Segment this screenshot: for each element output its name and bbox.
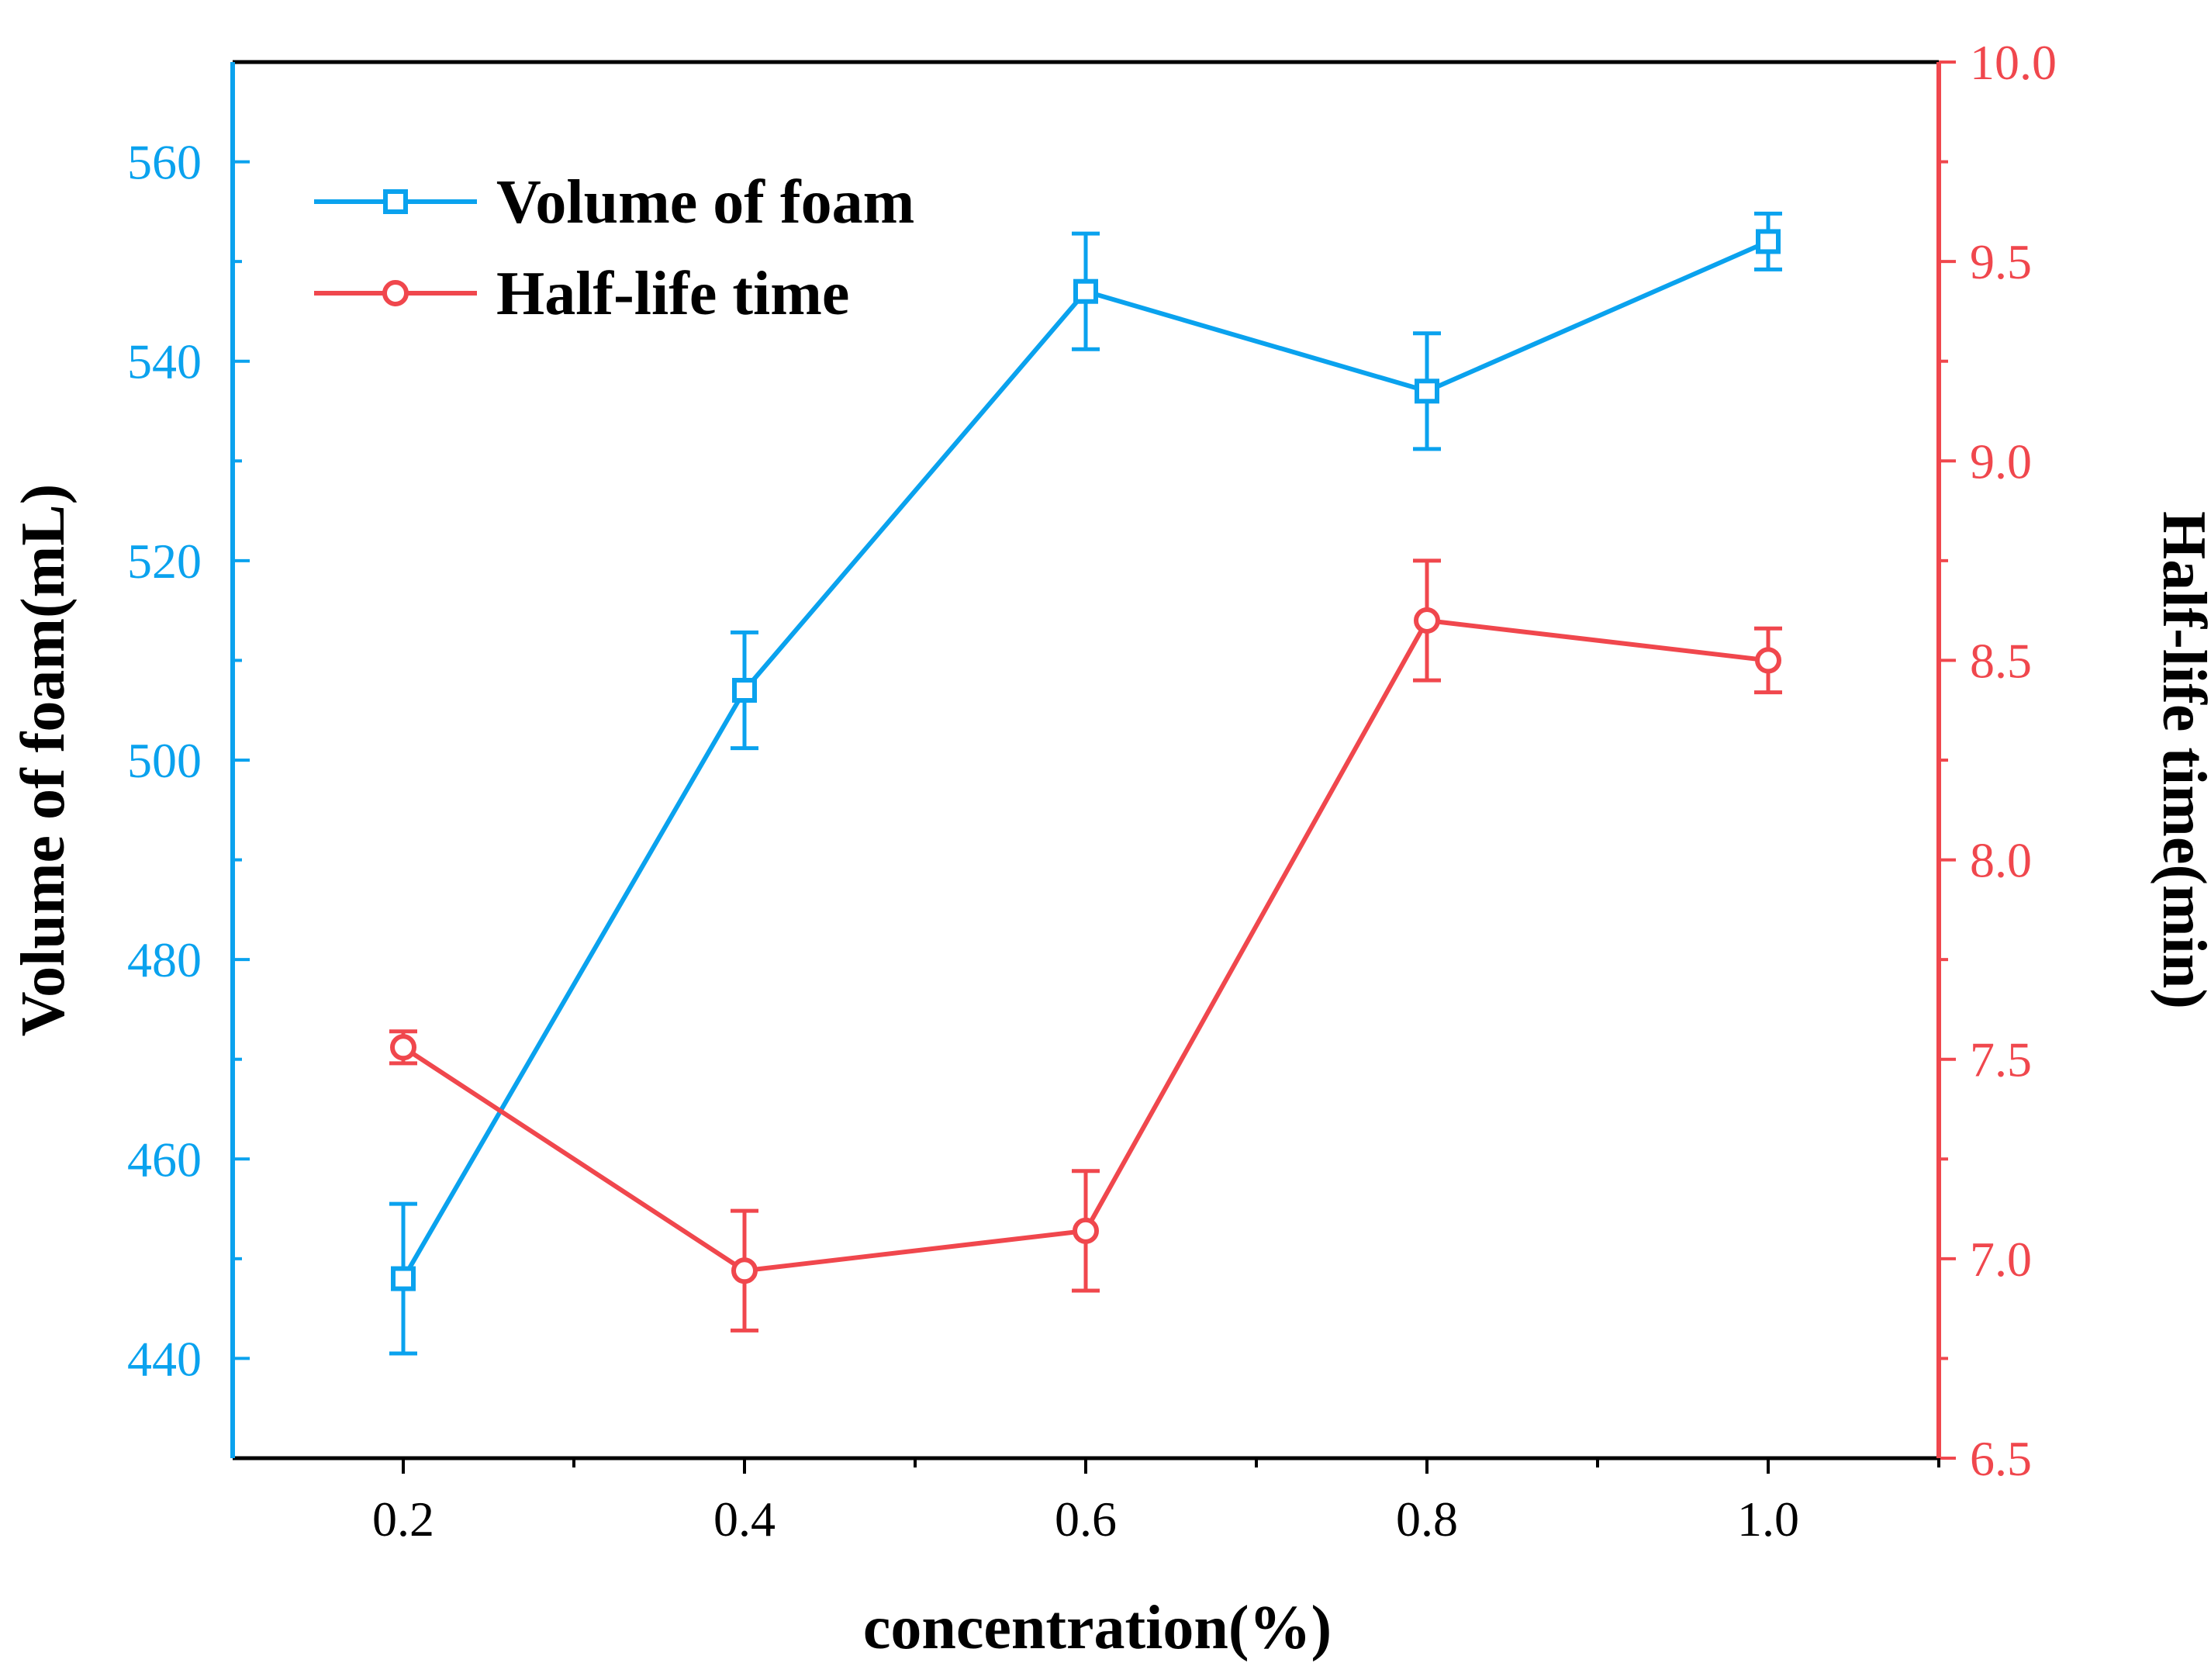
right-tick-label: 10.0 [1970,35,2057,90]
data-point-circle [390,1034,416,1061]
bottom-axis-ticks: 0.2 0.4 0.6 0.8 1.0 [372,1458,1940,1547]
series-volume-of-foam [389,211,1782,1356]
legend-marker-circle [382,280,409,306]
data-point-square [732,678,757,703]
data-point-circle [1073,1217,1099,1244]
left-tick-label: 440 [127,1331,202,1386]
bottom-tick-label: 0.2 [372,1492,434,1547]
series-half-life-time [389,558,1782,1333]
legend-label-half-life: Half-life time [496,260,849,328]
left-tick-label: 500 [127,733,202,788]
right-tick-label: 6.5 [1970,1431,2032,1486]
bottom-tick-label: 0.4 [713,1492,776,1547]
right-tick-label: 8.0 [1970,833,2032,888]
left-y-axis-title: Volume of foam(mL) [9,484,78,1037]
left-tick-label: 560 [127,135,202,190]
left-tick-label: 460 [127,1132,202,1187]
legend-item-volume: Volume of foam [314,168,914,237]
series-layer [389,211,1782,1356]
right-y-axis-title: Half-life time(min) [2150,511,2211,1009]
right-tick-label: 7.5 [1970,1032,2032,1087]
right-tick-label: 9.0 [1970,434,2032,489]
data-point-square [1415,379,1439,404]
legend: Volume of foam Half-life time [314,168,914,328]
right-tick-label: 9.5 [1970,234,2032,289]
left-tick-label: 520 [127,534,202,589]
data-point-circle [1414,607,1440,634]
data-point-square [1756,229,1781,254]
right-axis-ticks: 6.5 7.0 7.5 8.0 8.5 9.0 9.5 10.0 [1939,35,2057,1486]
bottom-tick-label: 0.6 [1055,1492,1117,1547]
bottom-tick-label: 0.8 [1396,1492,1458,1547]
data-point-circle [1755,647,1781,674]
bottom-tick-label: 1.0 [1737,1492,1799,1547]
x-axis-title: concentration(%) [863,1594,1332,1662]
data-point-square [391,1266,416,1291]
left-axis-ticks: 440 460 480 500 520 540 560 [127,135,250,1386]
left-tick-label: 540 [127,334,202,389]
right-tick-label: 8.5 [1970,633,2032,688]
left-tick-label: 480 [127,932,202,987]
legend-item-half-life: Half-life time [314,260,849,328]
data-point-circle [731,1257,758,1284]
data-point-square [1073,278,1098,304]
right-tick-label: 7.0 [1970,1232,2032,1287]
legend-marker-square [383,189,408,214]
legend-label-volume: Volume of foam [496,168,914,237]
